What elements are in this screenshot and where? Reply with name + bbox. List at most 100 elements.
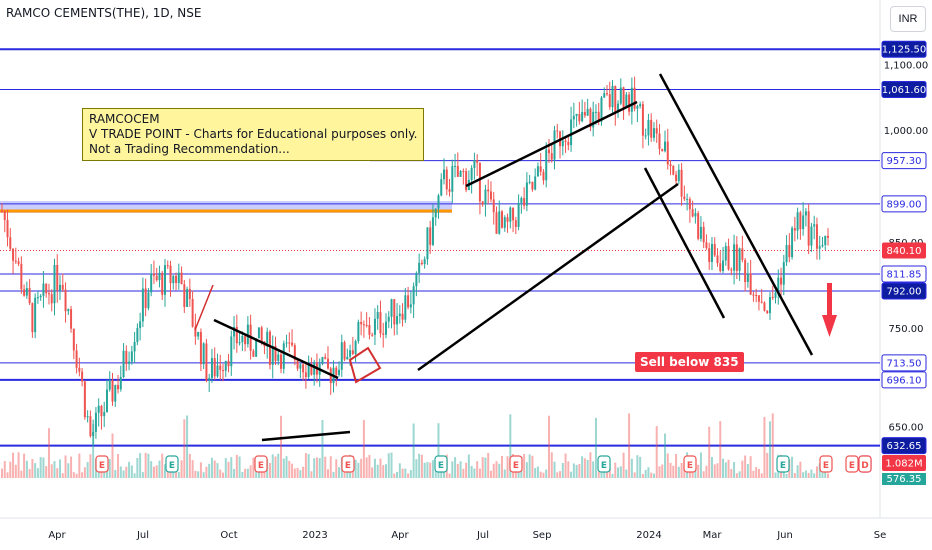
volume-bar <box>9 461 12 478</box>
volume-bar <box>713 464 716 478</box>
candle-body <box>136 328 139 342</box>
volume-bar <box>722 458 725 478</box>
candle-body <box>169 265 172 284</box>
volume-bar <box>268 462 271 478</box>
volume-bar <box>815 466 818 478</box>
volume-bar <box>592 461 595 478</box>
event-marker[interactable]: E <box>597 455 611 473</box>
candle-body <box>415 272 418 287</box>
volume-bar <box>180 460 183 478</box>
volume-bar <box>628 413 631 478</box>
event-marker[interactable]: E <box>845 455 859 473</box>
volume-bar <box>186 415 189 478</box>
event-marker[interactable]: E <box>165 455 179 473</box>
event-marker[interactable]: E <box>509 455 523 473</box>
volume-bar <box>755 467 758 478</box>
volume-bar <box>75 473 78 478</box>
candle-body <box>708 248 711 262</box>
volume-bar <box>133 473 136 478</box>
volume-bar <box>415 459 418 478</box>
volume-bar <box>448 473 451 478</box>
channel-lower <box>417 182 679 372</box>
candle-body <box>749 273 752 295</box>
candle-body <box>199 331 202 365</box>
candle-body <box>141 288 144 322</box>
candle-body <box>672 166 675 175</box>
candle-body <box>59 284 62 291</box>
candle-body <box>465 171 468 191</box>
candle-body <box>683 196 686 200</box>
volume-bar <box>418 453 421 478</box>
candle-body <box>418 262 421 273</box>
volume-bar <box>509 414 512 478</box>
candle-body <box>163 265 166 295</box>
candle-body <box>567 141 570 146</box>
event-marker[interactable]: D <box>858 455 872 473</box>
volume-bar <box>61 473 64 478</box>
candle-body <box>647 119 650 136</box>
volume-bar <box>437 423 440 478</box>
candle-body <box>326 358 329 369</box>
candle-body <box>454 165 457 167</box>
volume-bar <box>652 473 655 478</box>
candle-body <box>489 191 492 200</box>
event-marker[interactable]: E <box>254 455 268 473</box>
volume-bar <box>605 468 608 478</box>
event-marker[interactable]: E <box>819 455 833 473</box>
event-marker[interactable]: E <box>776 455 790 473</box>
candle-body <box>766 310 769 314</box>
candle-body <box>495 212 498 234</box>
volume-bar <box>205 466 208 478</box>
candle-body <box>426 227 429 260</box>
volume-bar <box>708 426 711 478</box>
volume-bar <box>553 461 556 478</box>
event-marker[interactable]: E <box>95 455 109 473</box>
candle-body <box>804 211 807 216</box>
price-tag-label: 811.85 <box>887 270 922 281</box>
note-line-2: V TRADE POINT - Charts for Educational p… <box>89 127 418 141</box>
volume-bar <box>752 470 755 478</box>
event-marker[interactable]: E <box>434 455 448 473</box>
candle-body <box>119 376 122 390</box>
volume-bar <box>636 455 639 478</box>
volume-bar <box>136 457 139 478</box>
price-tag: 899.00 <box>881 195 927 213</box>
candle-body <box>222 370 225 372</box>
x-tick-label: Mar <box>703 530 723 541</box>
candle-body <box>56 264 59 291</box>
volume-bar <box>456 463 459 478</box>
volume-bar <box>17 452 20 478</box>
event-marker[interactable]: E <box>341 455 355 473</box>
candle-body <box>285 342 288 344</box>
event-markers[interactable]: EEEEEEEEEEEED <box>95 455 872 473</box>
volume-bar <box>86 462 89 478</box>
candle-body <box>807 211 810 246</box>
bottom-tag-label: 576.35 <box>887 474 922 485</box>
volume-bar <box>412 423 415 478</box>
currency-button[interactable]: INR <box>890 6 926 32</box>
volume-bar <box>50 464 53 478</box>
volume-bar <box>793 473 796 478</box>
volume-bar <box>785 473 788 478</box>
volume-bar <box>666 453 669 478</box>
candle-body <box>799 212 802 230</box>
volume-bar <box>630 458 633 478</box>
last-price-label: 840.10 <box>887 246 922 257</box>
candle-body <box>3 211 6 221</box>
volume-bar <box>34 463 37 478</box>
volume-bar <box>139 453 142 478</box>
x-tick-label: Apr <box>391 530 409 541</box>
candle-body <box>72 328 75 351</box>
candle-body <box>186 288 189 307</box>
event-marker[interactable]: E <box>683 455 697 473</box>
sell-label: Sell below 835 <box>635 352 744 372</box>
candle-body <box>531 181 534 190</box>
price-tags: 1,125.50 1,061.60 957.30 899.00 811.85 792.00… <box>881 40 927 485</box>
candle-body <box>547 149 550 154</box>
candle-body <box>371 334 374 336</box>
candle-body <box>680 169 683 197</box>
event-marker-label: E <box>687 461 693 471</box>
candle-body <box>108 380 111 390</box>
candle-body <box>757 295 760 302</box>
